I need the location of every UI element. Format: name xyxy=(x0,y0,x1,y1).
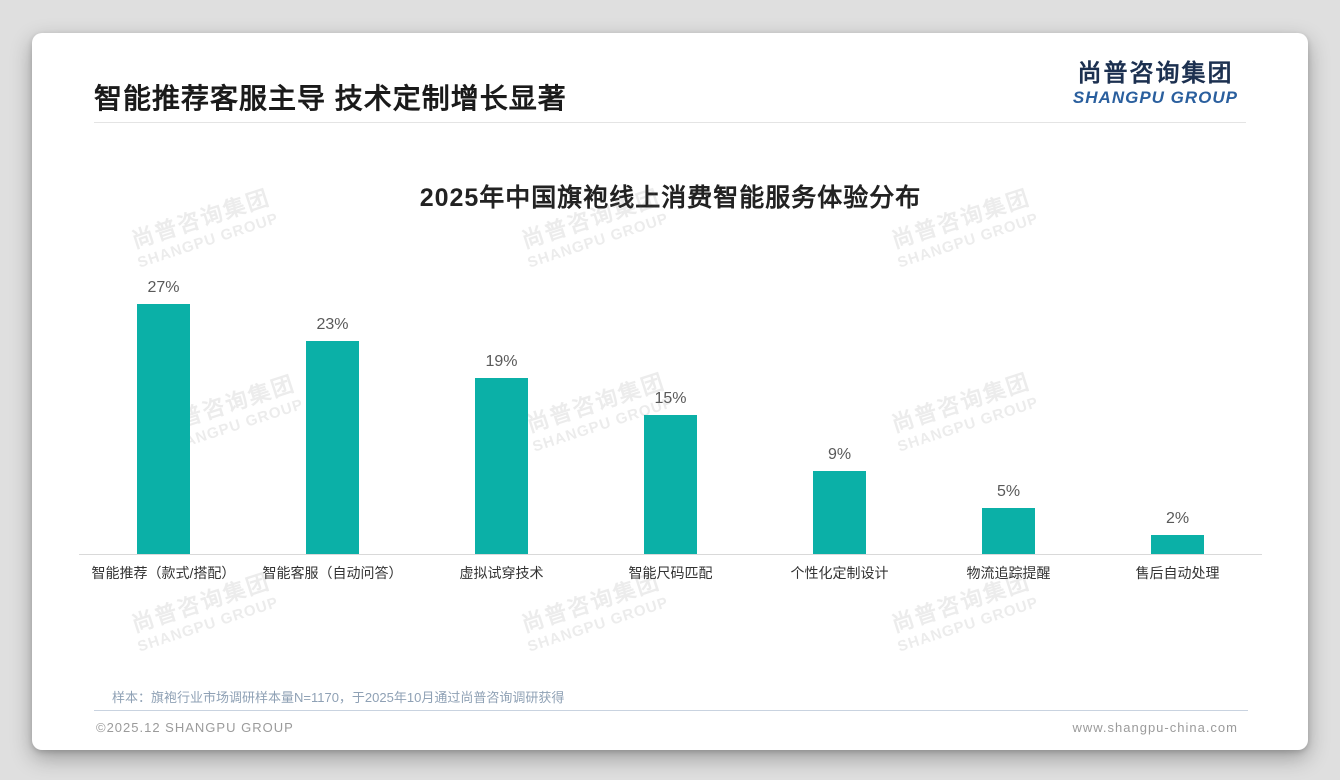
bar-slot: 5% xyxy=(924,271,1093,554)
sample-footnote: 样本：旗袍行业市场调研样本量N=1170，于2025年10月通过尚普咨询调研获得 xyxy=(112,690,565,705)
bar-slot: 9% xyxy=(755,271,924,554)
bar-slot: 27% xyxy=(79,271,248,554)
bar-value-label: 9% xyxy=(827,446,852,463)
brand-logo: 尚普咨询集团 SHANGPU GROUP xyxy=(1072,60,1238,108)
watermark-english-text: SHANGPU GROUP xyxy=(525,593,671,656)
bar-segment xyxy=(1151,535,1204,554)
category-label: 智能尺码匹配 xyxy=(628,565,713,581)
bar-segment xyxy=(644,415,697,554)
bar-value-label: 2% xyxy=(1165,510,1190,527)
bar-value-label: 27% xyxy=(147,279,180,296)
footer-divider xyxy=(94,710,1248,711)
report-card: 智能推荐客服主导 技术定制增长显著 尚普咨询集团 SHANGPU GROUP 2… xyxy=(32,33,1308,750)
bar-value-label: 19% xyxy=(485,353,518,370)
category-label: 售后自动处理 xyxy=(1135,565,1220,581)
plot-area: 27% 23% 19% 15% 9% 5% 2% xyxy=(79,271,1262,555)
chart-title: 2025年中国旗袍线上消费智能服务体验分布 xyxy=(419,184,922,212)
logo-english-text: SHANGPU GROUP xyxy=(1072,88,1238,108)
category-label: 智能推荐（款式/搭配） xyxy=(91,565,236,581)
watermark-english-text: SHANGPU GROUP xyxy=(895,209,1041,272)
footer-copyright: ©2025.12 SHANGPU GROUP xyxy=(96,720,294,735)
header-divider xyxy=(94,122,1246,123)
category-label: 物流追踪提醒 xyxy=(966,565,1051,581)
bar-segment xyxy=(306,341,359,554)
logo-chinese-text: 尚普咨询集团 xyxy=(1077,60,1234,87)
bar-slot: 23% xyxy=(248,271,417,554)
watermark-english-text: SHANGPU GROUP xyxy=(895,593,1041,656)
bar-segment xyxy=(475,378,528,554)
category-label: 个性化定制设计 xyxy=(790,565,889,581)
page-title: 智能推荐客服主导 技术定制增长显著 xyxy=(94,83,567,114)
bar-slot: 19% xyxy=(417,271,586,554)
bar-segment xyxy=(982,508,1035,554)
category-label: 智能客服（自动问答） xyxy=(262,565,403,581)
watermark-english-text: SHANGPU GROUP xyxy=(525,209,671,272)
bar-slot: 2% xyxy=(1093,271,1262,554)
category-axis: 智能推荐（款式/搭配） 智能客服（自动问答） 虚拟试穿技术 智能尺码匹配 个性化定制设计… xyxy=(79,563,1262,583)
bar-segment xyxy=(137,304,190,554)
footer-website: www.shangpu-china.com xyxy=(1072,720,1238,735)
bar-segment xyxy=(813,471,866,554)
bar-slot: 15% xyxy=(586,271,755,554)
watermark-english-text: SHANGPU GROUP xyxy=(135,209,281,272)
watermark-english-text: SHANGPU GROUP xyxy=(135,593,281,656)
bar-value-label: 15% xyxy=(654,390,687,407)
bar-value-label: 23% xyxy=(316,316,349,333)
category-label: 虚拟试穿技术 xyxy=(459,565,544,581)
bar-value-label: 5% xyxy=(996,483,1021,500)
